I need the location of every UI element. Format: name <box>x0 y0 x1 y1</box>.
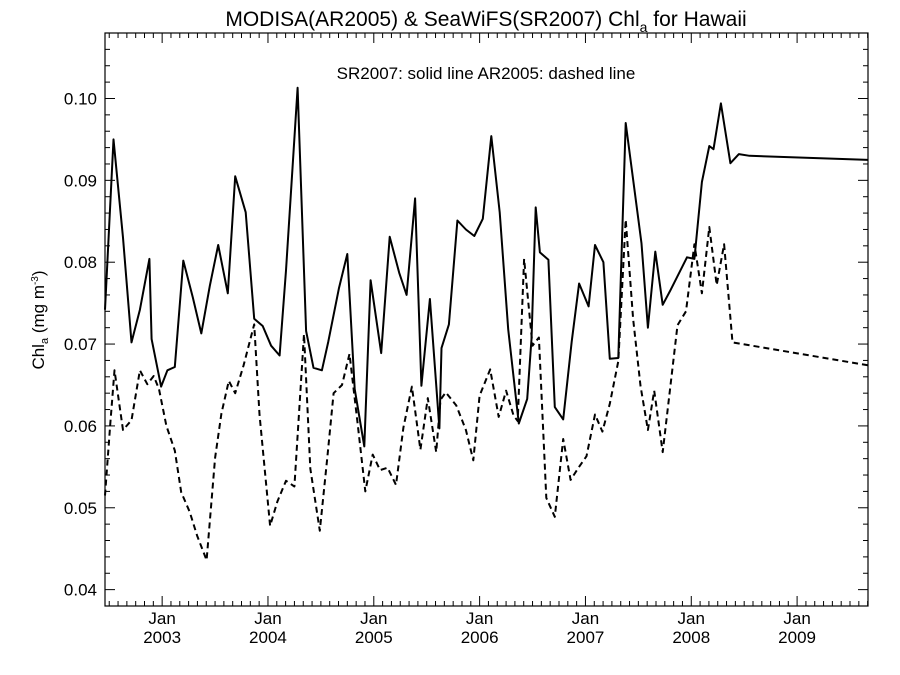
x-tick-month-label: Jan <box>360 609 387 628</box>
y-tick-label: 0.09 <box>64 171 97 190</box>
x-tick-month-label: Jan <box>572 609 599 628</box>
series-line-sr2007 <box>104 86 869 448</box>
y-tick-label: 0.08 <box>64 253 97 272</box>
chart-title-subscript: a <box>640 19 648 35</box>
y-tick-label: 0.04 <box>64 581 97 600</box>
x-tick-year-label: 2007 <box>567 628 605 647</box>
y-axis-label-units-superscript: -3 <box>30 276 41 285</box>
legend-annotation: SR2007: solid line AR2005: dashed line <box>337 64 636 83</box>
x-tick-month-label: Jan <box>466 609 493 628</box>
y-tick-label: 0.10 <box>64 89 97 108</box>
y-axis-ticks: 0.04 0.05 0.06 0.07 0.08 0.09 0.10 <box>64 48 868 607</box>
x-tick-month-label: Jan <box>783 609 810 628</box>
chart-title-suffix: for Hawaii <box>647 8 746 31</box>
y-axis-label-units: (mg m <box>29 285 48 338</box>
y-tick-label: 0.06 <box>64 417 97 436</box>
x-tick-year-label: 2003 <box>143 628 181 647</box>
y-axis-label-close: ) <box>29 270 48 276</box>
y-tick-label: 0.05 <box>64 499 97 518</box>
chart-title-main: MODISA(AR2005) & SeaWiFS(SR2007) Chl <box>225 8 639 31</box>
y-axis-label: Chla (mg m-3) <box>29 270 51 369</box>
y-tick-label: 0.07 <box>64 335 97 354</box>
x-tick-year-label: 2008 <box>672 628 710 647</box>
y-axis-label-subscript: a <box>39 337 51 344</box>
x-tick-month-label: Jan <box>678 609 705 628</box>
x-tick-year-label: 2005 <box>355 628 393 647</box>
y-axis-label-main: Chl <box>29 344 48 370</box>
x-tick-year-label: 2004 <box>249 628 287 647</box>
x-tick-year-label: 2009 <box>778 628 816 647</box>
chart-title: MODISA(AR2005) & SeaWiFS(SR2007) Chla fo… <box>225 8 746 35</box>
x-tick-month-label: Jan <box>148 609 175 628</box>
x-axis-ticks: Jan2003Jan2004Jan2005Jan2006Jan2007Jan20… <box>108 33 869 647</box>
x-tick-month-label: Jan <box>254 609 281 628</box>
series-line-ar2005 <box>104 218 869 562</box>
x-tick-year-label: 2006 <box>461 628 499 647</box>
series-layer <box>104 86 869 562</box>
plot-frame <box>104 32 869 607</box>
